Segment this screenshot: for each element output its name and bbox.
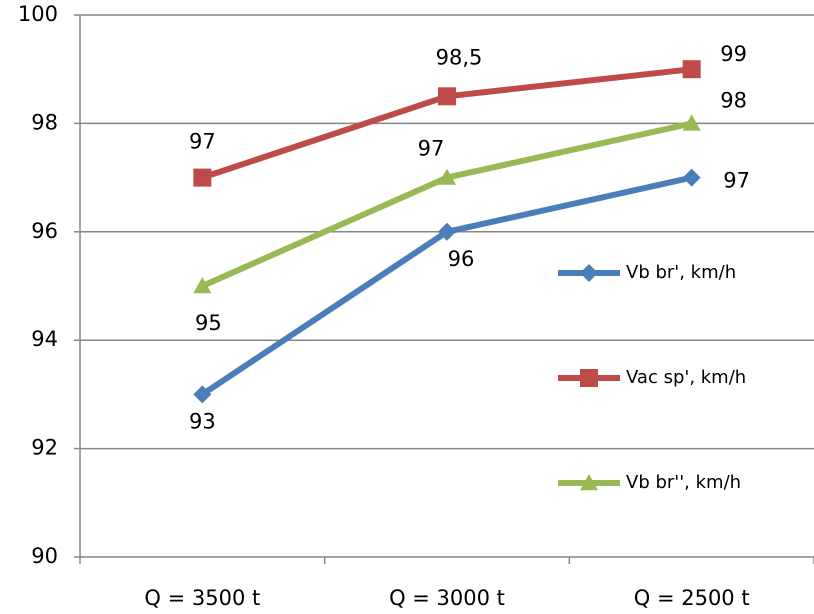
marker xyxy=(580,369,598,387)
marker xyxy=(580,474,598,491)
x-tick-label: Q = 2500 t xyxy=(634,586,750,610)
y-tick-label: 100 xyxy=(18,2,58,26)
data-label: 96 xyxy=(448,247,475,271)
data-label: 95 xyxy=(195,311,222,335)
marker xyxy=(193,168,212,187)
series-line xyxy=(200,174,693,397)
marker xyxy=(193,277,212,294)
data-label: 93 xyxy=(189,409,216,433)
y-tick-label: 90 xyxy=(31,544,58,568)
marker xyxy=(438,222,456,241)
marker xyxy=(682,60,701,79)
y-tick-label: 96 xyxy=(31,219,58,243)
data-label: 98 xyxy=(720,88,747,112)
marker xyxy=(193,385,212,404)
marker xyxy=(438,168,456,185)
x-tick-label: Q = 3500 t xyxy=(144,586,260,610)
legend-label: Vac sp', km/h xyxy=(626,367,746,388)
data-label: 99 xyxy=(720,42,747,66)
data-label: 97 xyxy=(723,169,750,193)
legend-label: Vb br'', km/h xyxy=(626,472,741,493)
data-label: 97 xyxy=(418,137,445,161)
marker xyxy=(438,87,456,106)
y-tick-label: 98 xyxy=(31,110,58,134)
marker xyxy=(682,114,701,131)
legend-label: Vb br', km/h xyxy=(626,262,736,283)
x-tick-label: Q = 3000 t xyxy=(389,586,505,610)
y-tick-label: 92 xyxy=(31,436,58,460)
data-label: 98,5 xyxy=(436,45,483,69)
y-tick-label: 94 xyxy=(31,327,58,351)
data-label: 97 xyxy=(189,130,216,154)
marker xyxy=(682,168,701,187)
marker xyxy=(580,264,598,282)
